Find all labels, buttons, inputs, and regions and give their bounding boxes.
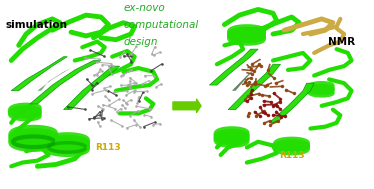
Text: R113: R113 [95, 143, 121, 152]
Polygon shape [64, 66, 120, 110]
Polygon shape [269, 83, 314, 123]
Polygon shape [30, 60, 101, 104]
Polygon shape [232, 64, 262, 91]
Text: NMR: NMR [328, 37, 355, 46]
Text: design: design [123, 37, 158, 46]
Text: computational: computational [123, 20, 199, 29]
Text: ex-novo: ex-novo [123, 3, 165, 12]
Text: R113: R113 [279, 151, 304, 160]
Text: simulation: simulation [6, 20, 68, 29]
Polygon shape [228, 64, 280, 110]
Polygon shape [209, 49, 258, 85]
Polygon shape [37, 64, 79, 91]
Polygon shape [11, 57, 67, 91]
